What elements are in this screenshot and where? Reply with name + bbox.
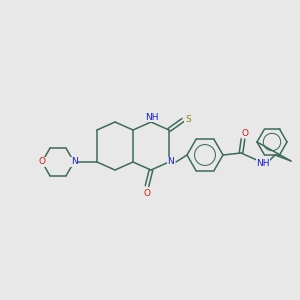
Text: O: O [38,158,46,166]
Text: N: N [70,158,77,166]
Text: NH: NH [256,158,270,167]
Text: S: S [185,115,191,124]
Text: N: N [168,158,174,166]
Text: O: O [143,188,151,197]
Text: NH: NH [145,112,159,122]
Text: O: O [242,128,248,137]
